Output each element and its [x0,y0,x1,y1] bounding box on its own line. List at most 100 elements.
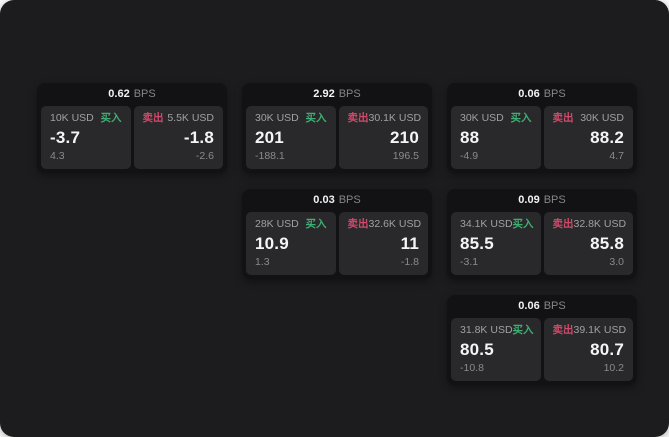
buy-amount: 30K USD [255,112,299,124]
buy-change: 4.3 [50,150,65,162]
buy-label: 买入 [305,112,327,124]
sell-panel-top: 卖出 30.1K USD [347,112,422,124]
quote-card[interactable]: 2.92 BPS 30K USD 买入 201 -188.1 卖出 30.1K … [242,83,432,173]
panels-row: 30K USD 买入 88 -4.9 卖出 30K USD 88.2 4.7 [447,106,637,173]
sell-panel-top: 卖出 39.1K USD [553,324,627,336]
sell-label: 卖出 [347,112,369,124]
buy-panel[interactable]: 30K USD 买入 201 -188.1 [246,106,336,169]
sell-change: -1.8 [400,256,419,268]
buy-panel-top: 34.1K USD 买入 [460,218,534,230]
buy-label: 买入 [512,218,534,230]
bps-header: 0.62 BPS [37,83,227,106]
bps-value: 0.09 [518,194,540,206]
sell-panel-top: 卖出 30K USD [553,113,625,124]
buy-panel-top: 31.8K USD 买入 [460,324,534,336]
quote-card[interactable]: 0.06 BPS 31.8K USD 买入 80.5 -10.8 卖出 39.1… [447,295,637,385]
sell-price: 85.8 [590,233,624,253]
sell-panel[interactable]: 卖出 32.8K USD 85.8 3.0 [543,212,633,275]
sell-amount: 30.1K USD [368,112,422,124]
bps-header: 0.09 BPS [447,189,637,212]
panels-row: 28K USD 买入 10.9 1.3 卖出 32.6K USD 11 -1.8 [242,212,432,279]
bps-header: 0.03 BPS [242,189,432,212]
bps-unit-label: BPS [543,194,566,206]
panels-row: 34.1K USD 买入 85.5 -3.1 卖出 32.8K USD 85.8… [447,212,637,279]
quote-card[interactable]: 0.03 BPS 28K USD 买入 10.9 1.3 卖出 32.6K US… [242,189,432,279]
bps-header: 0.06 BPS [447,295,637,318]
quote-cards-grid: 0.62 BPS 10K USD 买入 -3.7 4.3 卖出 5.5K USD [37,83,637,385]
buy-amount: 28K USD [255,218,299,230]
quote-card[interactable]: 0.62 BPS 10K USD 买入 -3.7 4.3 卖出 5.5K USD [37,83,227,173]
sell-amount: 39.1K USD [573,324,627,336]
sell-panel[interactable]: 卖出 32.6K USD 11 -1.8 [338,212,428,275]
sell-label: 卖出 [552,112,574,124]
buy-panel[interactable]: 28K USD 买入 10.9 1.3 [246,212,336,275]
sell-panel-top: 卖出 5.5K USD [143,113,215,124]
buy-panel-top: 28K USD 买入 [255,219,327,230]
sell-panel[interactable]: 卖出 30.1K USD 210 196.5 [338,106,428,169]
buy-change: -4.9 [460,150,479,162]
buy-price: -3.7 [50,127,81,147]
buy-amount: 31.8K USD [460,324,513,336]
sell-panel[interactable]: 卖出 5.5K USD -1.8 -2.6 [133,106,223,169]
buy-panel-top: 30K USD 买入 [255,113,327,124]
sell-label: 卖出 [347,218,369,230]
bps-value: 0.06 [518,88,540,100]
sell-price: 210 [390,127,419,147]
sell-price: -1.8 [183,127,214,147]
buy-change: -3.1 [460,256,479,268]
buy-price: 201 [255,127,284,147]
sell-change: 196.5 [392,150,419,162]
sell-amount: 32.6K USD [368,218,422,230]
bps-unit-label: BPS [133,88,156,100]
sell-panel[interactable]: 卖出 39.1K USD 80.7 10.2 [543,318,633,381]
buy-change: -188.1 [255,150,285,162]
sell-change: 3.0 [609,256,624,268]
bps-unit-label: BPS [543,300,566,312]
sell-panel-top: 卖出 32.8K USD [552,218,627,230]
bps-value: 0.06 [518,300,540,312]
bps-header: 2.92 BPS [242,83,432,106]
buy-price: 80.5 [460,339,494,359]
bps-unit-label: BPS [543,88,566,100]
sell-panel-top: 卖出 32.6K USD [347,218,422,230]
bps-value: 2.92 [313,88,335,100]
buy-label: 买入 [512,324,534,336]
bps-value: 0.03 [313,194,335,206]
buy-panel-top: 10K USD 买入 [50,113,122,124]
sell-price: 11 [400,233,419,253]
buy-change: -10.8 [460,362,484,374]
bps-unit-label: BPS [338,194,361,206]
buy-panel[interactable]: 31.8K USD 买入 80.5 -10.8 [451,318,541,381]
bps-value: 0.62 [108,88,130,100]
sell-amount: 30K USD [580,112,624,124]
buy-label: 买入 [100,112,122,124]
sell-price: 88.2 [590,127,624,147]
sell-panel[interactable]: 卖出 30K USD 88.2 4.7 [543,106,633,169]
buy-panel[interactable]: 34.1K USD 买入 85.5 -3.1 [451,212,541,275]
buy-amount: 30K USD [460,112,504,124]
sell-label: 卖出 [552,218,574,230]
panels-row: 31.8K USD 买入 80.5 -10.8 卖出 39.1K USD 80.… [447,318,637,385]
buy-panel[interactable]: 10K USD 买入 -3.7 4.3 [41,106,131,169]
buy-panel[interactable]: 30K USD 买入 88 -4.9 [451,106,541,169]
buy-price: 88 [460,127,480,147]
buy-panel-top: 30K USD 买入 [460,113,532,124]
quote-card[interactable]: 0.06 BPS 30K USD 买入 88 -4.9 卖出 30K USD [447,83,637,173]
bps-header: 0.06 BPS [447,83,637,106]
sell-label: 卖出 [142,112,164,124]
quote-card[interactable]: 0.09 BPS 34.1K USD 买入 85.5 -3.1 卖出 32.8K… [447,189,637,279]
sell-price: 80.7 [590,339,624,359]
buy-price: 85.5 [460,233,494,253]
buy-amount: 10K USD [50,112,94,124]
buy-label: 买入 [510,112,532,124]
sell-amount: 32.8K USD [573,218,627,230]
buy-price: 10.9 [255,233,289,253]
buy-label: 买入 [305,218,327,230]
sell-amount: 5.5K USD [167,112,214,124]
panels-row: 30K USD 买入 201 -188.1 卖出 30.1K USD 210 1… [242,106,432,173]
buy-change: 1.3 [255,256,270,268]
sell-change: -2.6 [195,150,214,162]
buy-amount: 34.1K USD [460,218,513,230]
sell-change: 4.7 [609,150,624,162]
